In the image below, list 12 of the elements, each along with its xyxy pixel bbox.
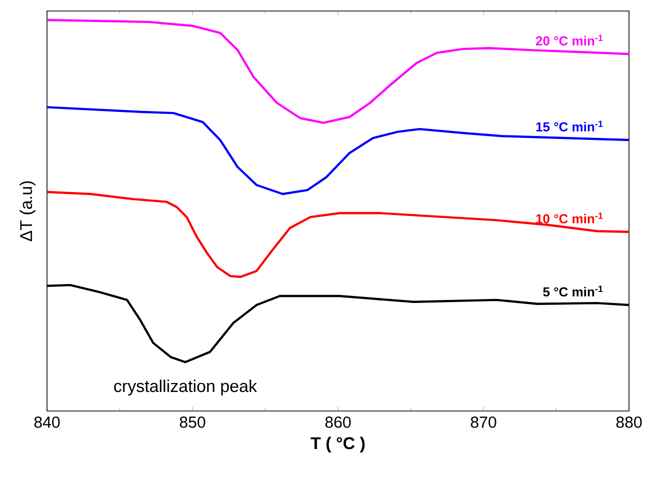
x-axis-title: T ( °C )	[310, 436, 365, 453]
y-axis-title: ΔT (a.u)	[20, 181, 36, 242]
x-tick-label: 840	[34, 416, 60, 428]
x-tick-label: 870	[470, 416, 496, 428]
annotation: crystallization peak	[114, 380, 258, 396]
series-label: 5 °C min$^{-1}$	[543, 286, 603, 296]
series-label: 15 °C min$^{-1}$	[536, 120, 603, 132]
series-label: 20 °C min$^{-1}$	[536, 34, 603, 46]
x-tick-label: 850	[180, 416, 206, 428]
series-label: 10 °C min$^{-1}$	[536, 212, 603, 224]
x-tick-label: 860	[325, 416, 351, 428]
x-tick-label: 880	[616, 416, 642, 428]
